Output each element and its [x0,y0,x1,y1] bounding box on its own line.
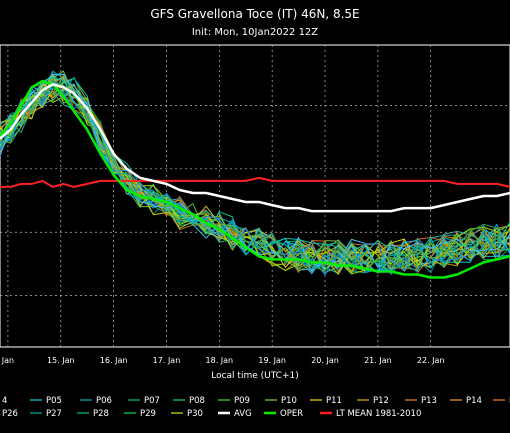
ensemble-member-line [0,82,510,275]
legend-label: P13 [421,396,437,406]
legend-label: P26 [2,409,18,419]
chart-title: GFS Gravellona Toce (IT) 46N, 8.5E [150,7,360,21]
x-tick-label: 21. Jan [364,356,392,365]
legend-label: P28 [93,409,109,419]
legend-label: P12 [373,396,389,406]
legend-label: P06 [96,396,112,406]
ensemble-member-line [0,79,510,272]
legend-label: P27 [46,409,62,419]
legend-label: P14 [466,396,482,406]
legend-label: LT MEAN 1981-2010 [336,409,421,419]
x-tick-label: 15. Jan [47,356,75,365]
x-tick-label: 16. Jan [100,356,128,365]
legend-label: P05 [46,396,62,406]
x-tick-label: 22. Jan [417,356,445,365]
x-axis-label: Local time (UTC+1) [211,371,299,381]
legend-label: P30 [187,409,203,419]
ensemble-member-line [0,75,510,272]
ensemble-member-line [0,78,510,268]
x-tick-label: 20. Jan [311,356,339,365]
oper-line [0,79,510,279]
x-tick-label: 17. Jan [153,356,181,365]
legend-label: P29 [140,409,156,419]
legend-label: P11 [326,396,342,406]
legend-label: P08 [189,396,205,406]
legend-label: 4 [2,396,7,406]
ensemble-member-line [0,85,510,275]
legend-label: AVG [234,409,252,419]
lt-mean-line [0,176,510,188]
legend-label: P07 [144,396,160,406]
legend-label: OPER [280,409,303,419]
x-tick-label: Jan [1,356,14,365]
x-tick-label: 19. Jan [258,356,286,365]
chart-subtitle: Init: Mon, 10Jan2022 12Z [191,27,319,38]
legend-label: P09 [234,396,250,406]
legend-label: P10 [281,396,297,406]
ensemble-member-line [0,73,510,272]
plot-area [0,44,510,348]
avg-line [0,83,510,213]
x-tick-label: 18. Jan [206,356,234,365]
